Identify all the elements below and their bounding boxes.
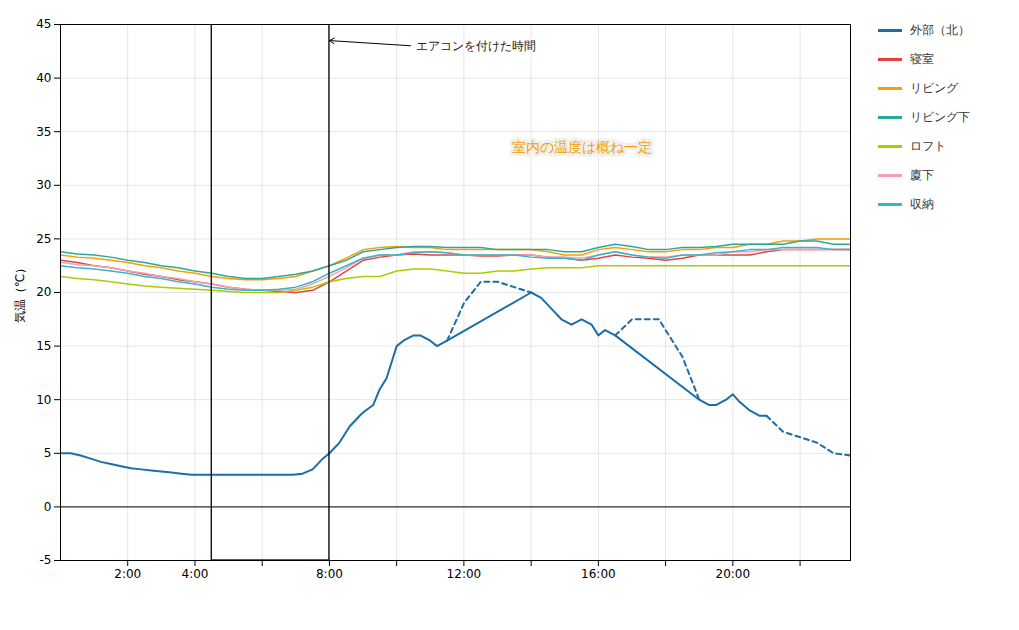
svg-text:-5: -5 — [40, 553, 52, 567]
svg-text:0: 0 — [44, 500, 52, 514]
svg-text:5: 5 — [44, 446, 52, 460]
svg-text:2:00: 2:00 — [114, 567, 141, 581]
html-text:外部（北）: 外部（北） — [910, 23, 970, 37]
svg-text:10: 10 — [36, 393, 51, 407]
svg-text:20: 20 — [36, 285, 51, 299]
html-text:リビング: リビング — [910, 81, 958, 95]
svg-text:4:00: 4:00 — [181, 567, 208, 581]
html-text:廈下: 廈下 — [910, 168, 934, 182]
svg-text:35: 35 — [36, 125, 51, 139]
svg-text:15: 15 — [36, 339, 51, 353]
html-text:収納: 収納 — [910, 197, 934, 211]
svg-text:気温（℃）: 気温（℃） — [13, 262, 27, 323]
svg-text:25: 25 — [36, 232, 51, 246]
html-text:リビング下: リビング下 — [910, 110, 970, 124]
html-text:ロフト: ロフト — [910, 139, 946, 153]
svg-text:20:00: 20:00 — [716, 567, 751, 581]
svg-text:16:00: 16:00 — [581, 567, 616, 581]
html-text:寝室: 寝室 — [910, 52, 934, 66]
svg-text:40: 40 — [36, 71, 51, 85]
svg-text:室内の温度は概ね一定: 室内の温度は概ね一定 — [512, 139, 652, 155]
svg-text:30: 30 — [36, 178, 51, 192]
svg-text:12:00: 12:00 — [447, 567, 482, 581]
svg-text:エアコンを付けた時間: エアコンを付けた時間 — [416, 39, 536, 53]
svg-text:8:00: 8:00 — [316, 567, 343, 581]
svg-text:45: 45 — [36, 17, 51, 31]
